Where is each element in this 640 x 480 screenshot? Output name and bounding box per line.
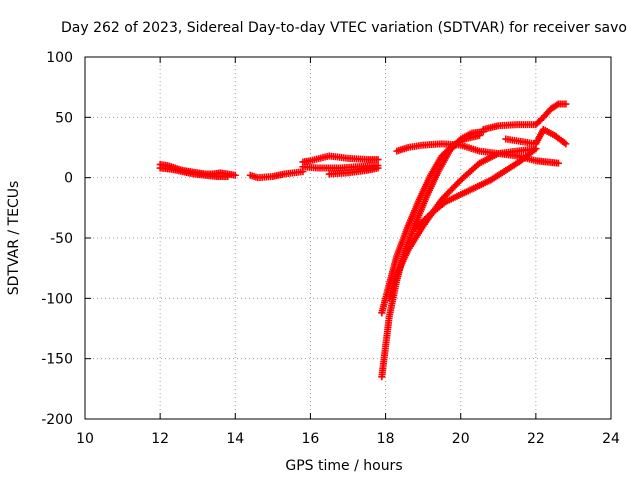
x-tick-label: 20 bbox=[452, 431, 470, 447]
y-tick-label: 50 bbox=[55, 110, 73, 126]
x-tick-label: 12 bbox=[151, 431, 169, 447]
grid bbox=[85, 57, 611, 419]
series-track-midday-d bbox=[325, 164, 382, 178]
data-point bbox=[554, 159, 562, 167]
y-tick-label: -100 bbox=[41, 291, 73, 307]
x-tick-label: 10 bbox=[76, 431, 94, 447]
data-point bbox=[231, 171, 239, 179]
data-point bbox=[562, 100, 570, 108]
x-tick-label: 14 bbox=[226, 431, 244, 447]
data-point bbox=[532, 145, 540, 153]
x-tick-label: 16 bbox=[302, 431, 320, 447]
x-axis-label: GPS time / hours bbox=[285, 458, 402, 474]
x-tick-label: 24 bbox=[602, 431, 620, 447]
y-tick-label: -200 bbox=[41, 412, 73, 428]
y-tick-label: 0 bbox=[64, 171, 73, 187]
x-tick-label: 18 bbox=[377, 431, 395, 447]
data-point bbox=[562, 140, 570, 148]
series-track-steep-1 bbox=[378, 128, 487, 381]
data-point bbox=[553, 101, 561, 109]
data-point bbox=[224, 172, 232, 180]
x-tick-label: 22 bbox=[527, 431, 545, 447]
data-point bbox=[476, 131, 483, 139]
y-tick-label: 100 bbox=[46, 50, 73, 66]
chart-title: Day 262 of 2023, Sidereal Day-to-day VTE… bbox=[61, 20, 627, 36]
series-track-midday-a bbox=[246, 168, 307, 182]
series-track-late-drop bbox=[502, 125, 570, 148]
series-track-morning-low bbox=[156, 164, 232, 180]
y-axis-label: SDTVAR / TECUs bbox=[6, 181, 22, 296]
series-track-steep-4 bbox=[412, 145, 540, 232]
data-point bbox=[374, 164, 382, 172]
series-track-late-rise bbox=[479, 100, 570, 133]
data-point bbox=[479, 128, 487, 136]
data-points bbox=[156, 100, 570, 381]
axis-ticks: 10 12 14 16 18 20 22 24 -200 -150 -100 -50 0 50 100 bbox=[41, 50, 620, 447]
y-tick-label: -150 bbox=[41, 352, 73, 368]
y-tick-label: -50 bbox=[50, 231, 73, 247]
data-point bbox=[374, 156, 382, 164]
series-track-steep-2 bbox=[378, 131, 483, 317]
